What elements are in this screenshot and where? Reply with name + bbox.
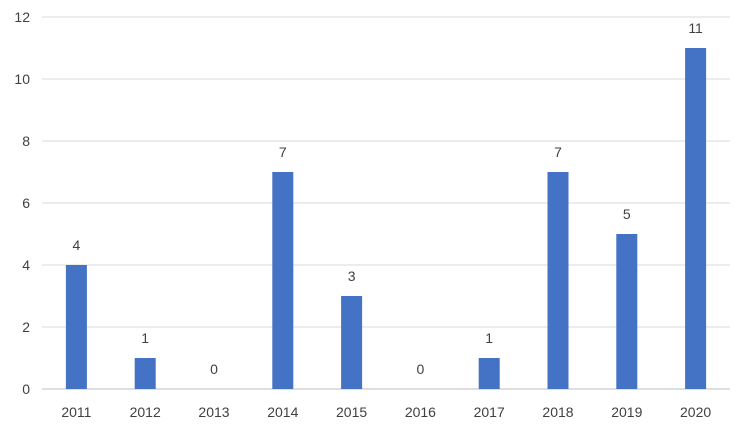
y-tick-label: 4 [22, 257, 30, 273]
x-tick-label: 2014 [267, 404, 298, 420]
y-tick-label: 2 [22, 319, 30, 335]
bar-2011 [65, 265, 87, 389]
y-tick-label: 10 [14, 71, 30, 87]
y-tick-label: 0 [22, 381, 30, 397]
data-label-2012: 1 [141, 330, 149, 346]
data-label-2014: 7 [279, 144, 287, 160]
bar-2015 [341, 296, 363, 389]
data-label-2018: 7 [554, 144, 562, 160]
data-label-2013: 0 [210, 361, 218, 377]
bar-2012 [134, 358, 156, 389]
bar-2018 [547, 172, 569, 389]
y-tick-label: 6 [22, 195, 30, 211]
x-tick-label: 2011 [61, 404, 91, 420]
y-tick-label: 8 [22, 133, 30, 149]
data-label-2019: 5 [623, 206, 631, 222]
y-tick-label: 12 [14, 9, 30, 25]
x-tick-label: 2016 [405, 404, 436, 420]
data-label-2020: 11 [688, 20, 703, 36]
x-tick-label: 2020 [680, 404, 711, 420]
bar-series [65, 48, 707, 389]
data-label-2011: 4 [73, 237, 81, 253]
gridlines [42, 16, 730, 390]
bar-2014 [272, 172, 294, 389]
data-label-2017: 1 [485, 330, 493, 346]
x-tick-label: 2013 [198, 404, 229, 420]
bar-2019 [616, 234, 638, 389]
x-tick-label: 2018 [542, 404, 573, 420]
data-label-2015: 3 [348, 268, 356, 284]
x-axis: 2011 2012 2013 2014 2015 2016 2017 2018 2019 2020 [61, 404, 711, 420]
data-label-2016: 0 [417, 361, 425, 377]
x-tick-label: 2012 [130, 404, 161, 420]
x-tick-label: 2015 [336, 404, 367, 420]
y-axis: 0 2 4 6 8 10 12 [14, 9, 30, 397]
bar-2017 [478, 358, 500, 389]
data-labels: 4 1 0 7 3 0 1 7 5 11 [73, 20, 704, 377]
x-tick-label: 2019 [611, 404, 642, 420]
bar-2020 [685, 48, 707, 389]
x-tick-label: 2017 [474, 404, 505, 420]
